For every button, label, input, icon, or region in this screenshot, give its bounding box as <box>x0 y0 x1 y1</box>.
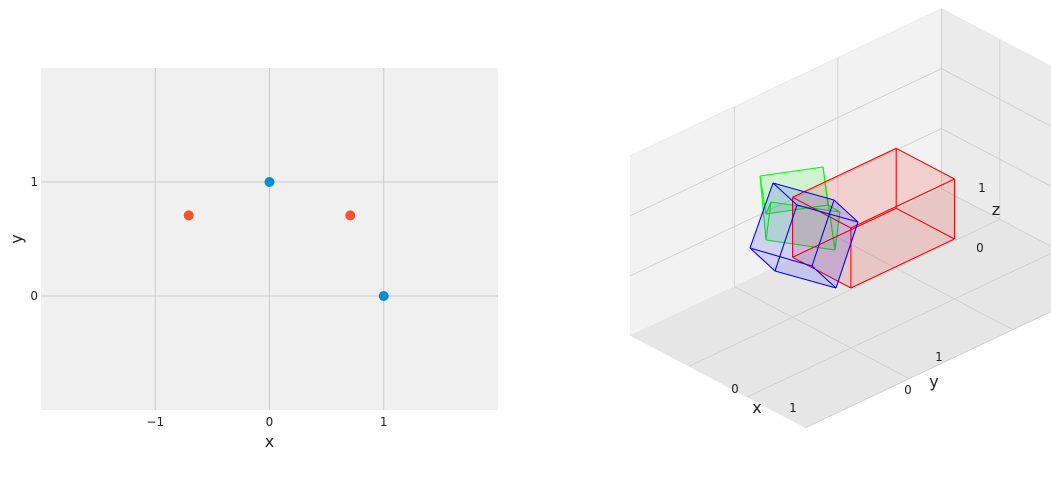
x-tick-label: 0 <box>266 415 274 429</box>
3d-cube-plot: 0 1 0 1 0 1 x y z <box>631 9 1051 428</box>
x-axis-label: x <box>752 398 761 417</box>
y-axis-label: y <box>929 372 938 391</box>
z-tick-label: 1 <box>978 181 986 195</box>
y-tick-label: 0 <box>904 383 912 397</box>
scatter-point <box>379 291 389 301</box>
scatter-point <box>184 210 194 220</box>
scatter-point <box>265 177 275 187</box>
x-tick-label: 0 <box>731 382 739 396</box>
x-tick-label: −1 <box>146 415 164 429</box>
x-axis-label: x <box>265 432 274 451</box>
scatter-plot: −1 0 1 0 1 x y <box>7 68 498 451</box>
y-tick-label: 0 <box>30 289 38 303</box>
y-tick-label: 1 <box>935 350 943 364</box>
z-tick-label: 0 <box>976 241 984 255</box>
z-axis-label: z <box>992 200 1000 219</box>
x-tick-label: 1 <box>380 415 388 429</box>
y-tick-label: 1 <box>30 175 38 189</box>
scatter-point <box>345 210 355 220</box>
x-tick-label: 1 <box>789 401 797 415</box>
y-axis-label: y <box>7 234 26 243</box>
